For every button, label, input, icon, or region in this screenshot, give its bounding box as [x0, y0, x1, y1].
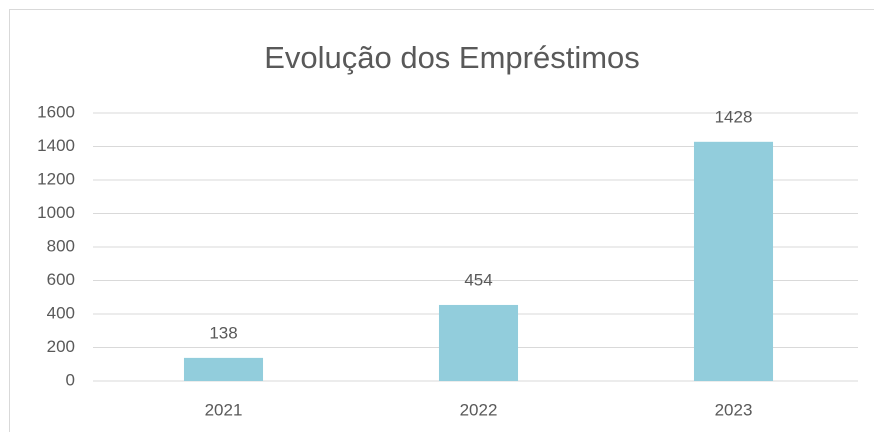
y-tick-label: 1600	[37, 102, 75, 121]
y-tick-label: 1000	[37, 203, 75, 222]
x-tick-label: 2023	[715, 400, 753, 419]
data-label: 138	[209, 323, 237, 342]
data-label: 454	[464, 270, 492, 289]
y-tick-label: 600	[47, 270, 75, 289]
y-tick-label: 1200	[37, 169, 75, 188]
y-tick-label: 1400	[37, 136, 75, 155]
y-tick-label: 400	[47, 303, 75, 322]
bar	[183, 357, 264, 381]
chart-title: Evolução dos Empréstimos	[264, 40, 640, 75]
x-tick-label: 2021	[205, 400, 243, 419]
x-tick-label: 2022	[460, 400, 498, 419]
bar	[438, 304, 519, 381]
y-tick-label: 200	[47, 337, 75, 356]
bar	[693, 141, 774, 381]
data-label: 1428	[715, 107, 753, 126]
y-tick-label: 0	[66, 370, 75, 389]
y-tick-label: 800	[47, 236, 75, 255]
